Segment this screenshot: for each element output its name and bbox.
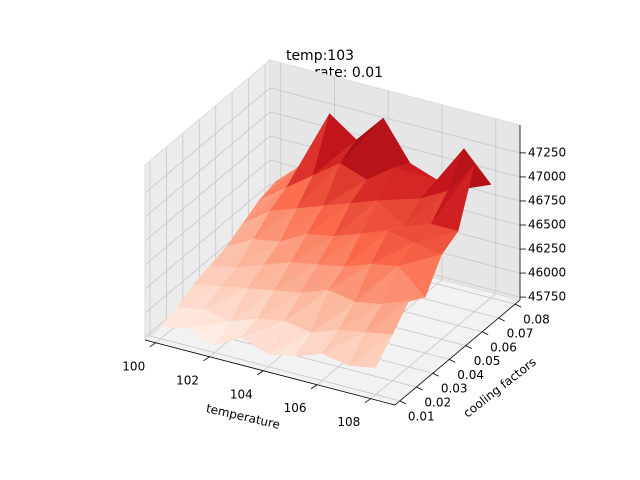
grid-line (144, 183, 271, 290)
y-tick-label: 0.04 (457, 368, 484, 382)
grid-line (144, 135, 271, 242)
y-tick (481, 331, 489, 336)
x-tick (149, 342, 156, 348)
y-tick (465, 345, 472, 349)
z-tick-label: 45750 (528, 290, 566, 304)
y-tick-label: 0.06 (490, 340, 517, 354)
x-axis-label: temperature (205, 401, 282, 432)
y-tick-label: 0.01 (408, 409, 435, 423)
y-tick (514, 303, 522, 308)
z-tick-label: 47250 (528, 145, 566, 159)
z-tick-label: 46250 (528, 242, 566, 256)
grid-line (370, 293, 497, 400)
axis-line (144, 339, 396, 406)
x-tick-label: 104 (230, 387, 253, 401)
y-tick (498, 317, 505, 322)
y-tick-label: 0.02 (424, 396, 451, 410)
surface-facet (348, 334, 393, 368)
grid-line (144, 159, 271, 266)
y-tick (399, 400, 407, 405)
x-tick (310, 384, 318, 390)
x-tick-label: 102 (176, 373, 199, 387)
y-tick-label: 0.07 (507, 326, 534, 340)
x-tick-label: 108 (337, 415, 360, 429)
z-tick-label: 46000 (528, 266, 566, 280)
grid-line (144, 87, 271, 194)
z-tick-label: 46500 (528, 218, 566, 232)
grid-line (149, 335, 401, 402)
y-tick-label: 0.05 (474, 354, 501, 368)
grid-line (144, 111, 271, 218)
y-tick-label: 0.08 (523, 313, 550, 327)
z-tick-label: 47000 (528, 169, 566, 183)
x-tick-label: 106 (284, 401, 307, 415)
x-tick-label: 100 (122, 359, 145, 373)
z-tick-label: 46750 (528, 193, 566, 207)
x-tick (257, 370, 264, 376)
y-tick (432, 372, 440, 377)
x-tick (364, 398, 372, 404)
y-tick (449, 359, 456, 363)
grid-line (269, 87, 521, 154)
x-tick (203, 356, 210, 362)
y-tick-label: 0.03 (441, 382, 468, 396)
y-tick (416, 386, 423, 391)
axis-line (394, 299, 521, 406)
